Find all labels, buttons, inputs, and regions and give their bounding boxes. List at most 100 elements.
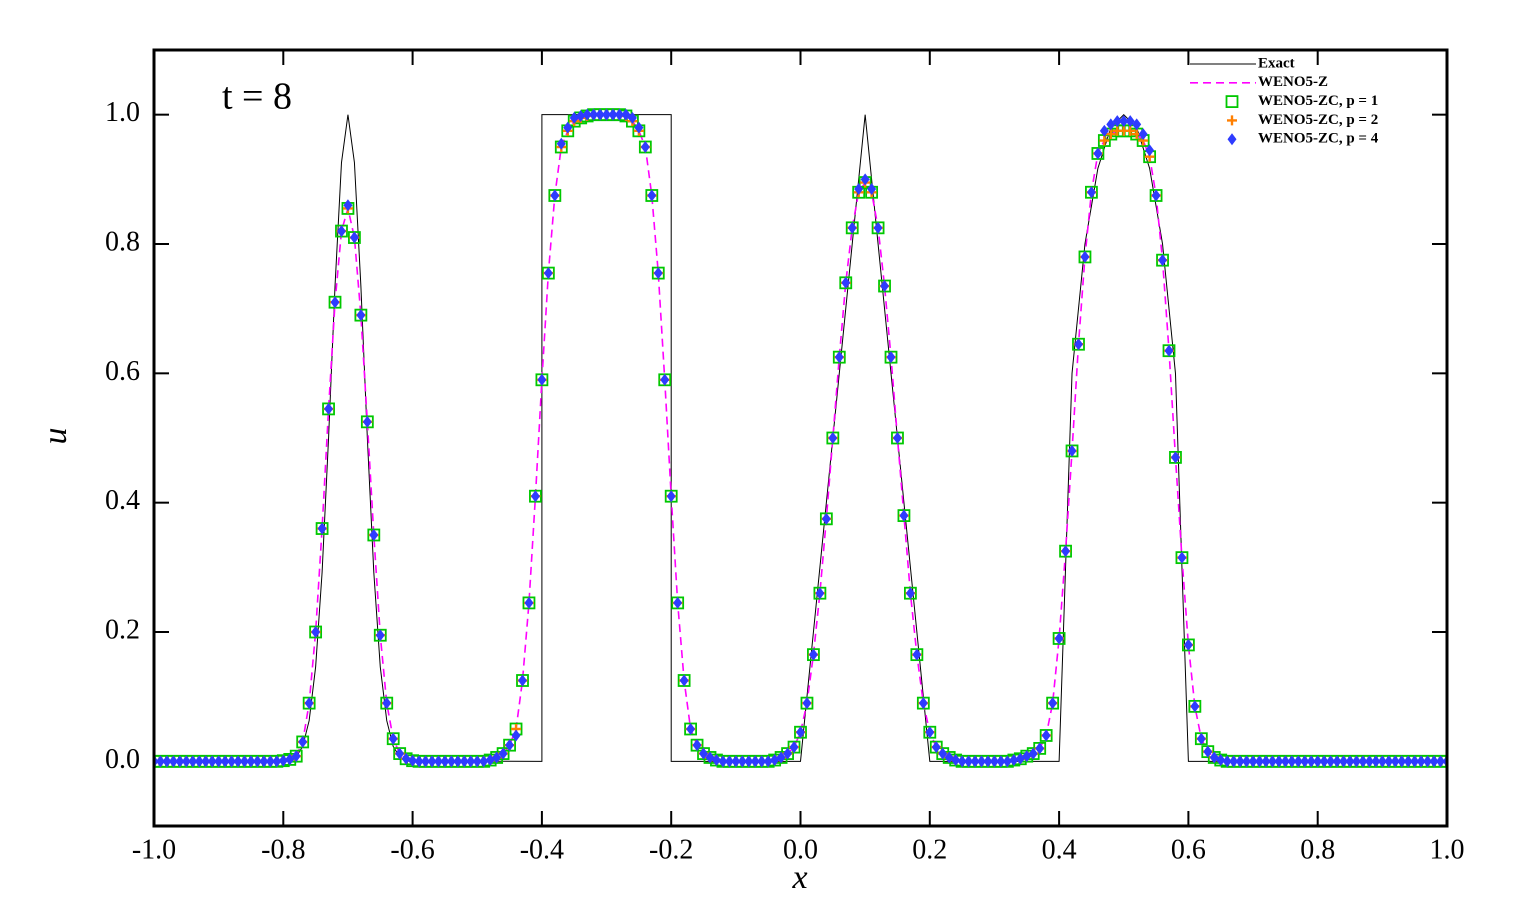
marker-diamond bbox=[1364, 755, 1374, 768]
marker-diamond bbox=[298, 735, 308, 748]
marker-diamond bbox=[589, 108, 599, 121]
marker-diamond bbox=[964, 755, 974, 768]
marker-diamond bbox=[324, 402, 334, 415]
marker-diamond bbox=[711, 754, 721, 767]
marker-diamond bbox=[1274, 755, 1284, 768]
y-tick-label: 1.0 bbox=[105, 97, 140, 128]
x-tick-label: 0.0 bbox=[783, 834, 818, 865]
marker-diamond bbox=[1028, 747, 1038, 760]
marker-diamond bbox=[1067, 444, 1077, 457]
marker-diamond bbox=[304, 697, 314, 710]
marker-diamond bbox=[414, 755, 424, 768]
marker-diamond bbox=[699, 747, 709, 760]
marker-diamond bbox=[1080, 250, 1090, 263]
marker-diamond bbox=[1229, 755, 1239, 768]
marker-square bbox=[1225, 95, 1239, 108]
marker-diamond bbox=[673, 596, 683, 609]
marker-diamond bbox=[977, 755, 987, 768]
marker-diamond bbox=[576, 109, 586, 122]
marker-diamond bbox=[918, 697, 928, 710]
marker-diamond bbox=[246, 755, 256, 768]
marker-diamond bbox=[1255, 755, 1265, 768]
marker-diamond bbox=[1377, 755, 1387, 768]
marker-diamond bbox=[1280, 755, 1290, 768]
marker-diamond bbox=[757, 755, 767, 768]
marker-diamond bbox=[951, 754, 961, 767]
x-tick-label: 0.4 bbox=[1042, 834, 1077, 865]
marker-diamond bbox=[272, 755, 282, 768]
marker-diamond bbox=[479, 755, 489, 768]
marker-diamond bbox=[1164, 344, 1174, 357]
marker-diamond bbox=[724, 755, 734, 768]
marker-diamond bbox=[259, 755, 269, 768]
marker-diamond bbox=[1267, 755, 1277, 768]
marker-diamond bbox=[867, 183, 877, 196]
marker-diamond bbox=[1390, 755, 1400, 768]
marker-diamond bbox=[556, 137, 566, 150]
marker-diamond bbox=[873, 221, 883, 234]
marker-diamond bbox=[1158, 254, 1168, 267]
marker-diamond bbox=[1112, 115, 1122, 128]
marker-diamond bbox=[227, 755, 237, 768]
marker-diamond bbox=[240, 755, 250, 768]
marker-diamond bbox=[602, 108, 612, 121]
marker-diamond bbox=[1319, 755, 1329, 768]
marker-diamond bbox=[627, 111, 637, 124]
marker-diamond bbox=[905, 587, 915, 600]
marker-diamond bbox=[957, 755, 967, 768]
marker-diamond bbox=[892, 432, 902, 444]
marker-diamond bbox=[880, 280, 890, 293]
legend-label: WENO5-Z bbox=[1258, 74, 1328, 90]
marker-diamond bbox=[1227, 133, 1237, 146]
x-tick-label: 1.0 bbox=[1430, 834, 1465, 865]
marker-diamond bbox=[815, 587, 825, 600]
marker-diamond bbox=[1403, 755, 1413, 768]
marker-diamond bbox=[776, 751, 786, 764]
marker-diamond bbox=[265, 755, 275, 768]
marker-diamond bbox=[608, 108, 618, 121]
marker-diamond bbox=[653, 267, 663, 280]
x-tick-label: 0.2 bbox=[912, 834, 947, 865]
marker-diamond bbox=[1041, 729, 1051, 742]
plot-frame bbox=[152, 48, 1449, 828]
x-tick-label: -0.8 bbox=[261, 834, 305, 865]
marker-diamond bbox=[201, 755, 211, 768]
marker-diamond bbox=[543, 267, 553, 280]
marker-diamond bbox=[989, 755, 999, 768]
marker-diamond bbox=[1145, 144, 1155, 157]
plot-area bbox=[154, 108, 1447, 768]
marker-diamond bbox=[1132, 118, 1142, 131]
marker-diamond bbox=[440, 755, 450, 768]
marker-diamond bbox=[252, 755, 262, 768]
marker-diamond bbox=[970, 755, 980, 768]
marker-diamond bbox=[1209, 751, 1219, 764]
marker-diamond bbox=[1196, 732, 1206, 745]
marker-diamond bbox=[634, 121, 644, 134]
marker-diamond bbox=[550, 189, 560, 202]
marker-diamond bbox=[1061, 545, 1071, 558]
marker-diamond bbox=[821, 512, 831, 525]
marker-diamond bbox=[1242, 755, 1252, 768]
marker-diamond bbox=[1002, 755, 1012, 768]
marker-diamond bbox=[886, 351, 896, 364]
marker-diamond bbox=[860, 173, 870, 186]
y-tick-label: 0.6 bbox=[105, 356, 140, 387]
marker-diamond bbox=[343, 199, 353, 212]
marker-diamond bbox=[369, 529, 379, 541]
marker-diamond bbox=[498, 747, 508, 760]
marker-diamond bbox=[1326, 755, 1336, 768]
legend-label: WENO5-ZC, p = 2 bbox=[1258, 112, 1378, 128]
marker-diamond bbox=[1048, 697, 1058, 710]
y-tick-label: 0.4 bbox=[105, 485, 140, 516]
marker-diamond bbox=[899, 509, 909, 522]
marker-plus bbox=[1105, 129, 1116, 140]
marker-diamond bbox=[770, 754, 780, 767]
marker-plus bbox=[1227, 115, 1237, 126]
marker-diamond bbox=[925, 726, 935, 739]
marker-diamond bbox=[582, 108, 592, 121]
marker-diamond bbox=[181, 755, 191, 768]
marker-diamond bbox=[996, 755, 1006, 768]
marker-diamond bbox=[802, 697, 812, 710]
marker-diamond bbox=[349, 231, 359, 244]
marker-diamond bbox=[1384, 755, 1394, 768]
